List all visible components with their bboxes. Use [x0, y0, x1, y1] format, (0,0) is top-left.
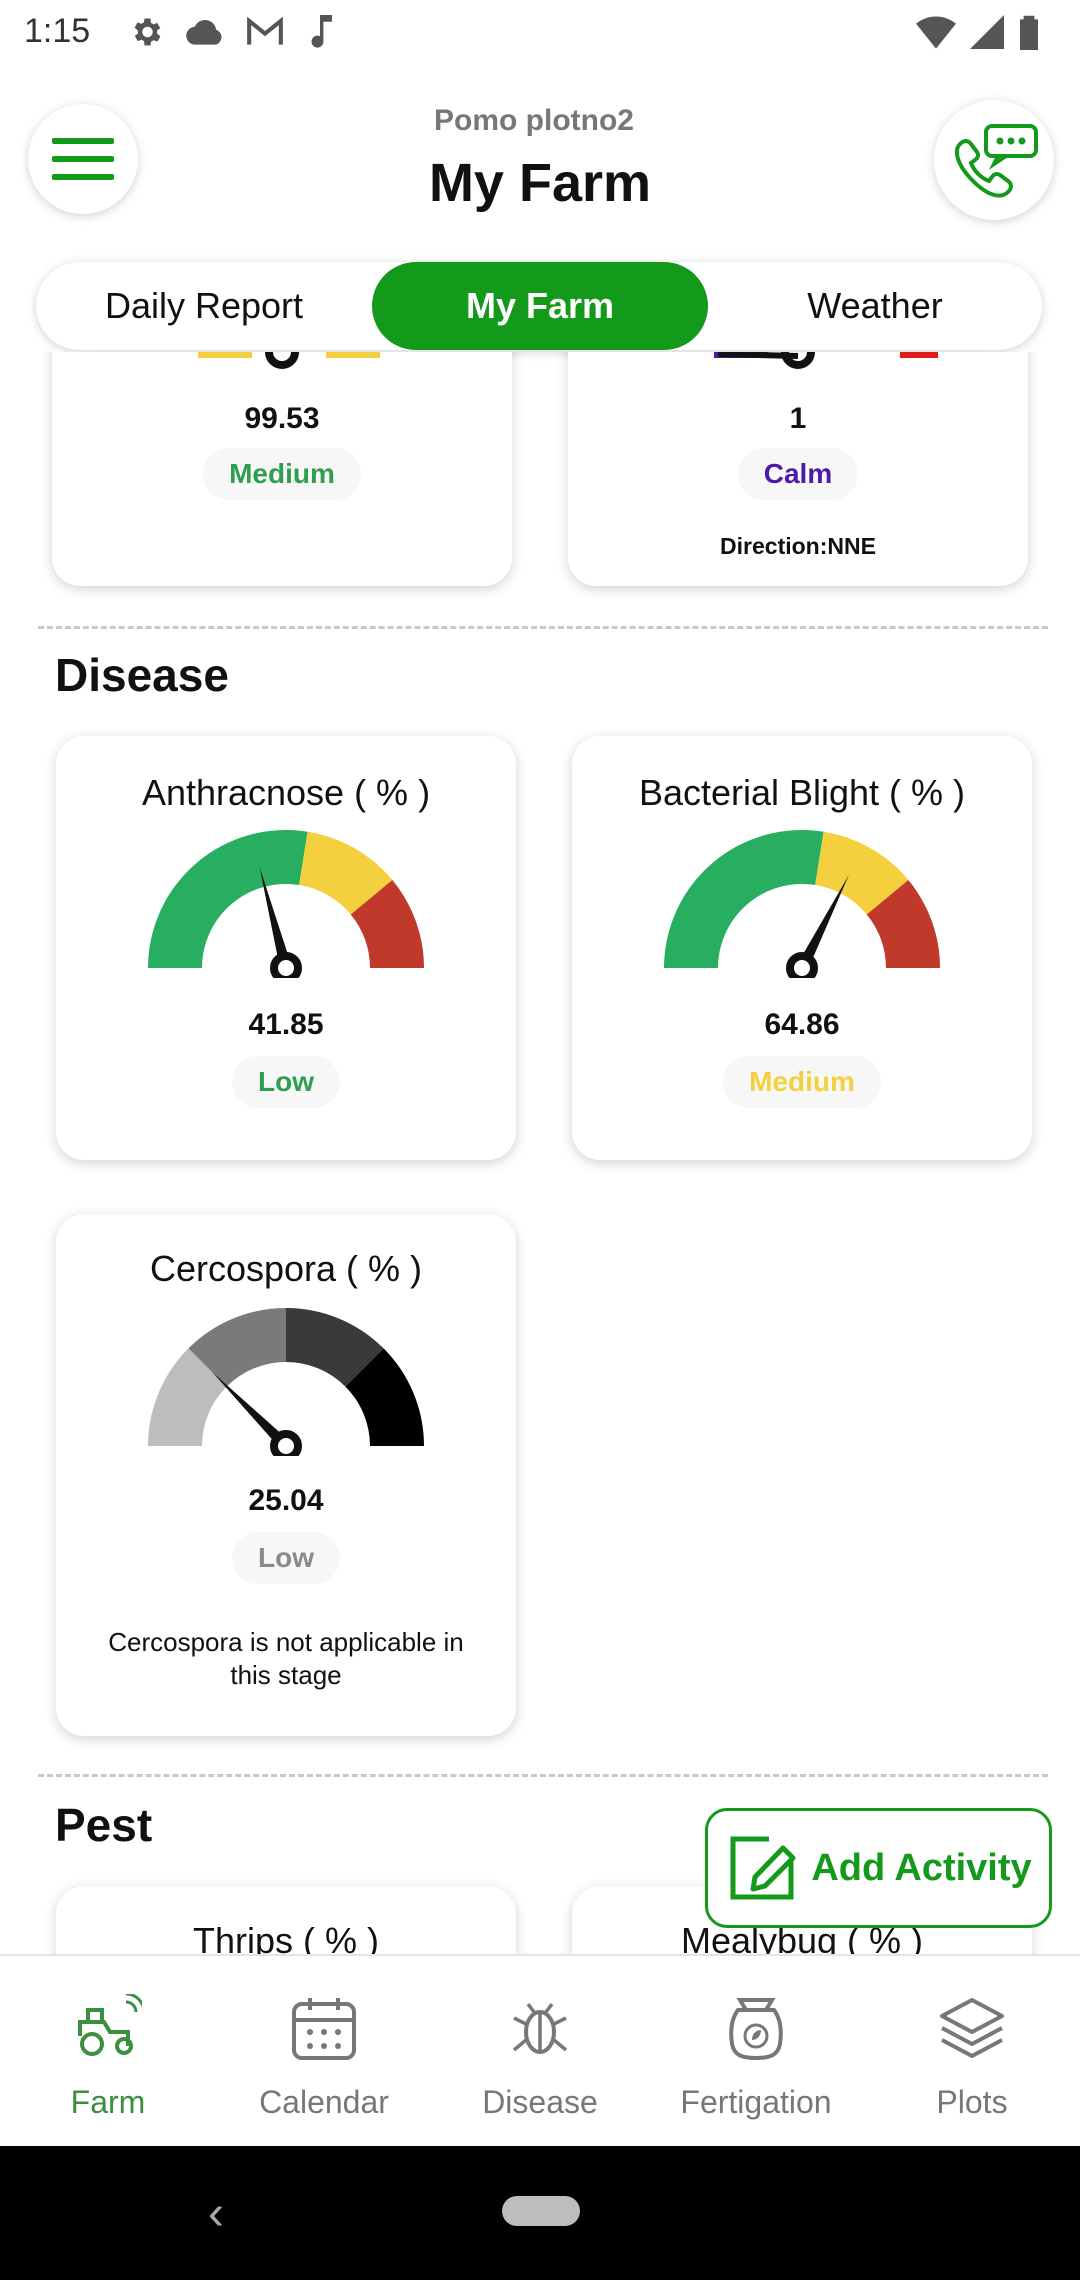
- gauge-hub: [270, 1430, 302, 1456]
- gauge-segment: [350, 880, 424, 968]
- gauge-segment: [188, 1308, 286, 1387]
- wind-speed-value: 1: [789, 402, 807, 435]
- disease-section-title: Disease: [55, 649, 229, 701]
- gauge-hub: [786, 952, 818, 978]
- nav-calendar[interactable]: Calendar: [216, 1956, 432, 2148]
- gauge-segment: [664, 830, 824, 968]
- gauge-segment: [345, 1348, 424, 1446]
- section-divider: [38, 1774, 1048, 1777]
- status-notification-icons: [128, 14, 334, 50]
- disease-card-title: Cercospora ( % ): [149, 1248, 423, 1289]
- signal-icon: [970, 15, 1004, 49]
- battery-icon: [1020, 15, 1038, 50]
- nav-fertigation[interactable]: Fertigation: [648, 1956, 864, 2148]
- back-icon[interactable]: ‹: [208, 2187, 224, 2240]
- nav-label: Fertigation: [680, 2084, 832, 2120]
- humidity-value: 99.53: [244, 402, 320, 435]
- status-bar: 1:15: [0, 0, 1080, 66]
- pest-section-title: Pest: [55, 1799, 153, 1851]
- gauge-segment: [866, 880, 940, 968]
- tab-bar: Daily Report My Farm Weather: [36, 262, 1042, 350]
- humidity-level: Medium: [203, 448, 361, 500]
- gauge-segment: [286, 1308, 384, 1387]
- status-time: 1:15: [24, 12, 91, 50]
- tab-my-farm[interactable]: My Farm: [372, 262, 708, 350]
- fertilizer-bag-icon: [729, 1998, 783, 2061]
- disease-level: Low: [232, 1532, 340, 1584]
- gmail-icon: [247, 17, 283, 45]
- disease-note: Cercospora is not applicable in this sta…: [108, 1627, 464, 1690]
- disease-card-title: Bacterial Blight ( % ): [638, 772, 966, 813]
- nav-label: Calendar: [259, 2084, 389, 2120]
- gauge-segment: [148, 1348, 227, 1446]
- nav-label: Farm: [70, 2084, 146, 2120]
- tab-weather[interactable]: Weather: [807, 285, 943, 326]
- gauge-needle: [212, 1372, 291, 1451]
- gauge-hub: [270, 952, 302, 978]
- tractor-icon: [78, 1994, 142, 2056]
- gauge-segment: [148, 830, 308, 968]
- system-nav-bar: ‹: [0, 2146, 1080, 2280]
- gauge-needle: [796, 875, 849, 971]
- plot-name: Pomo plotno2: [434, 104, 634, 137]
- disease-card-bacterial-blight[interactable]: Bacterial Blight ( % ) 64.86 Medium: [572, 736, 1032, 1160]
- wifi-icon: [916, 16, 956, 49]
- section-divider: [38, 626, 1048, 629]
- add-activity-button[interactable]: Add Activity: [705, 1808, 1052, 1928]
- menu-button[interactable]: [28, 104, 138, 214]
- phone-chat-icon: [954, 124, 1038, 198]
- wind-level: Calm: [737, 448, 859, 500]
- disease-card-anthracnose[interactable]: Anthracnose ( % ) 41.85 Low: [56, 736, 516, 1160]
- page-title: My Farm: [428, 153, 652, 213]
- risk-gauge: [664, 830, 940, 978]
- add-activity-label: Add Activity: [811, 1846, 1032, 1889]
- gauge-partial: [198, 352, 380, 369]
- gauge-partial: [714, 352, 938, 369]
- disease-level: Medium: [723, 1056, 881, 1108]
- settings-icon: [134, 18, 161, 46]
- content-scroll[interactable]: 99.53 Medium 1 Calm Direction:NNE Diseas…: [0, 352, 1080, 1954]
- pest-card-thrips[interactable]: Thrips ( % ): [56, 1886, 516, 1954]
- pest-card-title: Thrips ( % ): [192, 1920, 379, 1954]
- layers-icon: [940, 1998, 1004, 2058]
- disease-level: Low: [232, 1056, 340, 1108]
- home-pill[interactable]: [502, 2196, 580, 2226]
- disease-value: 41.85: [248, 1008, 324, 1041]
- calendar-icon: [292, 1998, 356, 2060]
- bug-icon: [512, 2002, 568, 2054]
- nav-farm[interactable]: Farm: [0, 1956, 216, 2148]
- weather-card-wind: 1 Calm Direction:NNE: [568, 352, 1028, 586]
- nav-disease[interactable]: Disease: [432, 1956, 648, 2148]
- nav-label: Disease: [482, 2084, 598, 2120]
- gauge-segment: [299, 831, 393, 915]
- risk-gauge: [148, 830, 424, 978]
- tab-daily-report[interactable]: Daily Report: [104, 285, 304, 326]
- cloud-icon: [186, 19, 222, 45]
- edit-icon: [730, 1836, 796, 1900]
- disease-value: 25.04: [248, 1484, 324, 1517]
- bottom-nav: Farm Calendar Disease Fertigation Pl: [0, 1954, 1080, 2146]
- music-note-icon: [311, 15, 332, 48]
- hamburger-menu-icon: [52, 138, 114, 180]
- wind-direction: Direction:NNE: [720, 533, 876, 559]
- disease-value: 64.86: [764, 1008, 840, 1041]
- risk-gauge: [148, 1308, 424, 1456]
- gauge-segment: [815, 831, 909, 915]
- status-system-icons: [916, 14, 1040, 50]
- disease-card-cercospora[interactable]: Cercospora ( % ) 25.04 Low Cercospora is…: [56, 1214, 516, 1736]
- nav-plots[interactable]: Plots: [864, 1956, 1080, 2148]
- disease-card-title: Anthracnose ( % ): [141, 772, 431, 813]
- gauge-needle: [259, 867, 292, 970]
- weather-card-humidity: 99.53 Medium: [52, 352, 512, 586]
- nav-label: Plots: [936, 2084, 1008, 2120]
- support-call-button[interactable]: [934, 100, 1054, 220]
